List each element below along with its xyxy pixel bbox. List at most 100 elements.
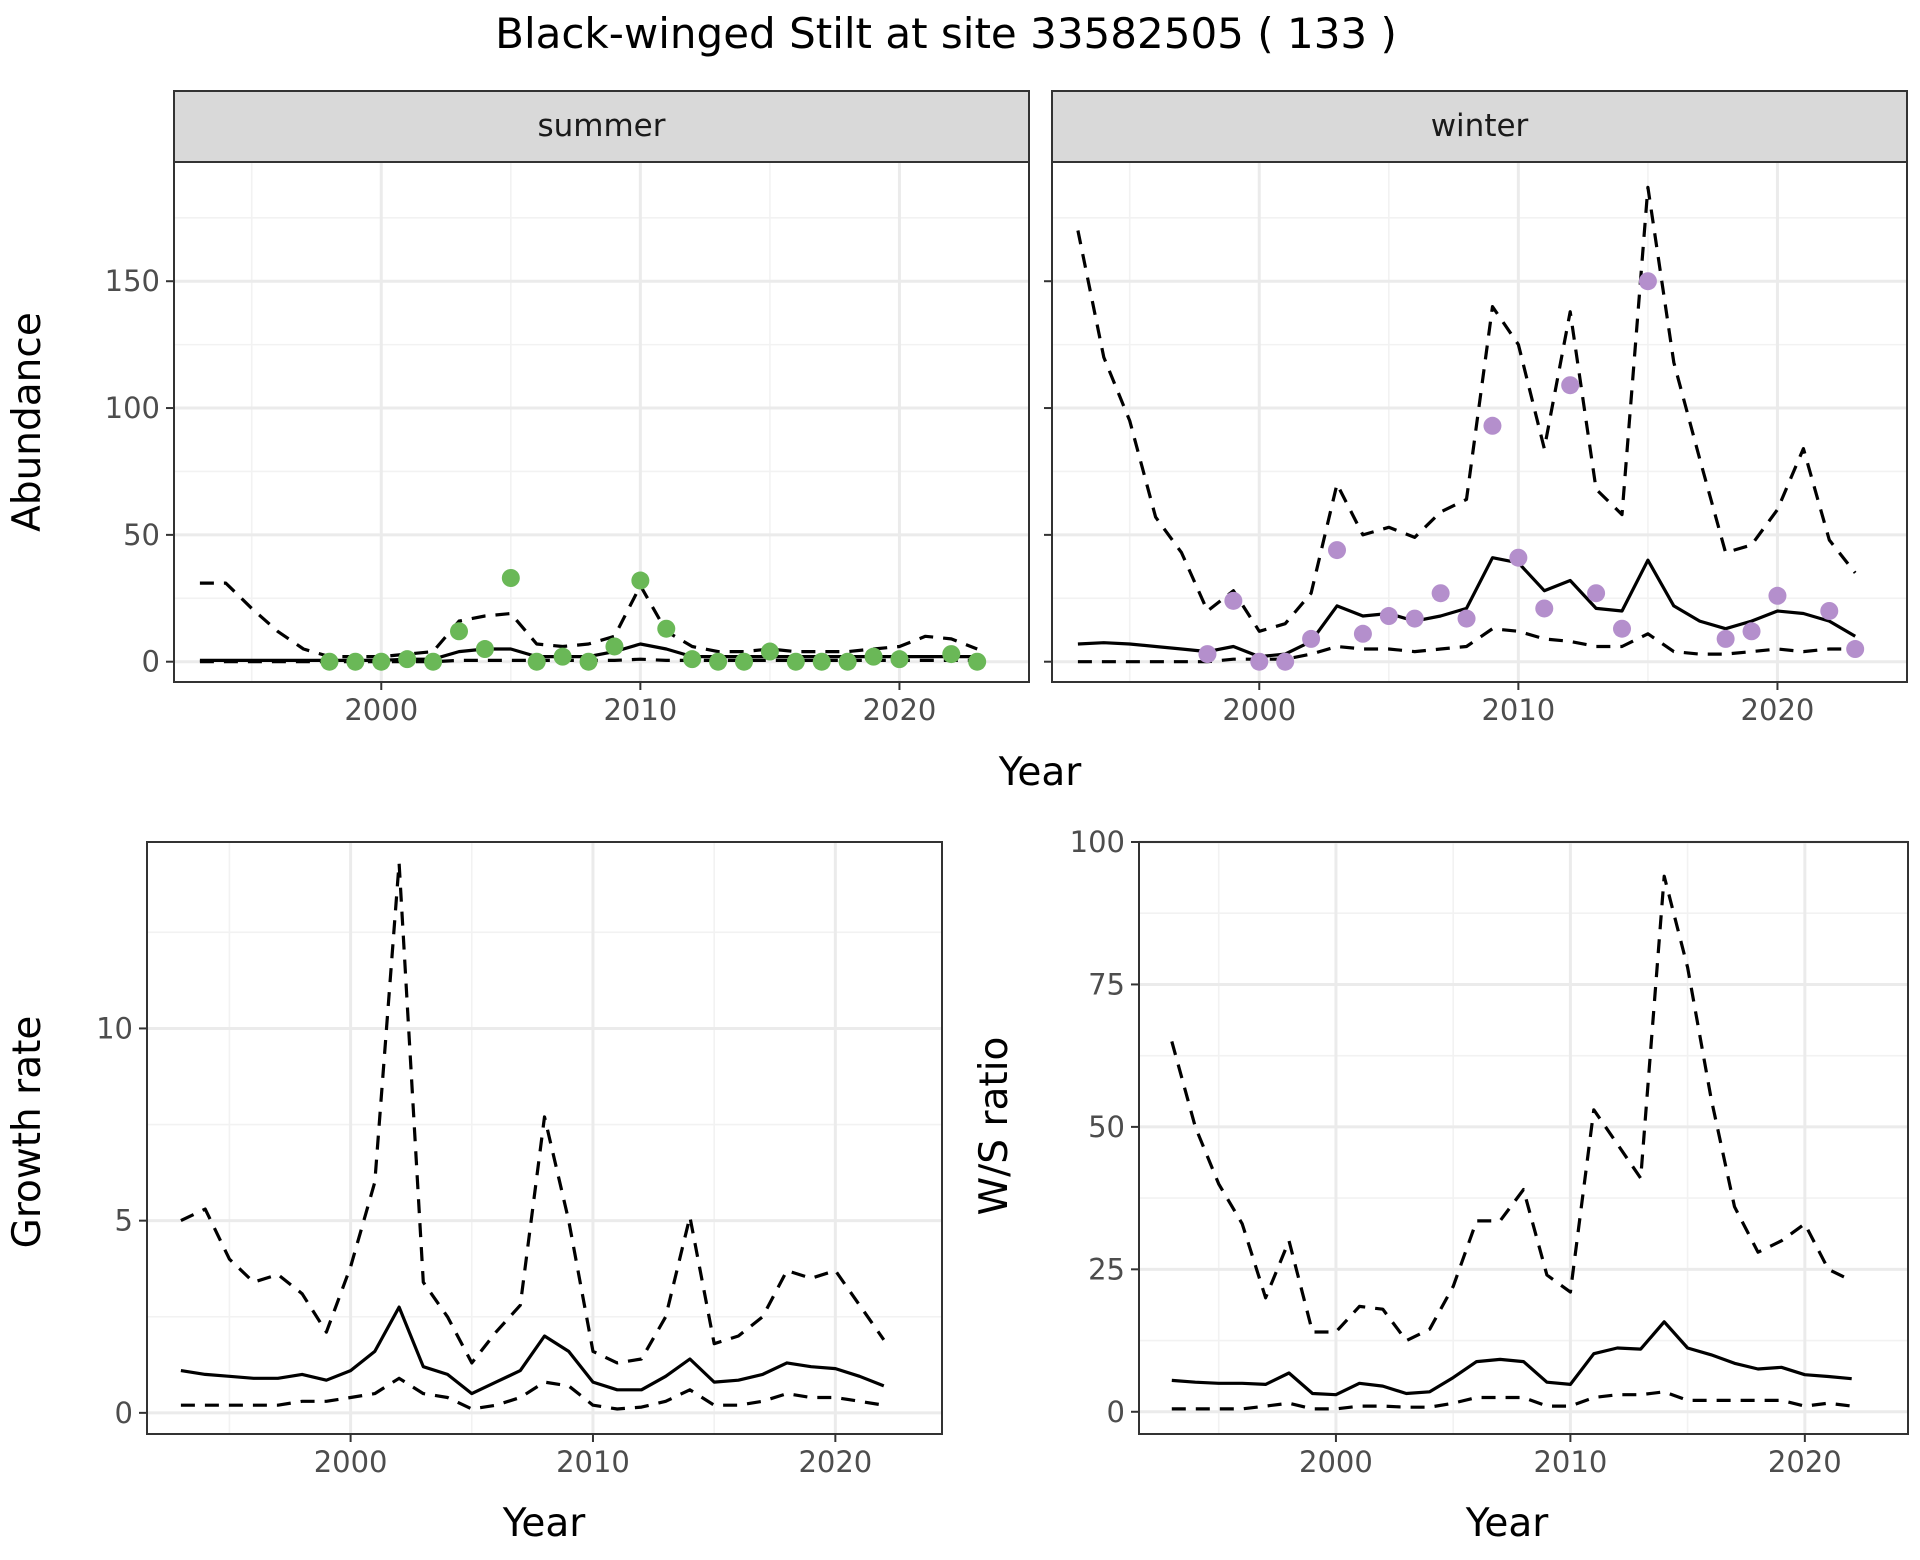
y-axis-title-abundance: Abundance (5, 312, 50, 532)
data-point-winter (1405, 609, 1424, 628)
panel-ws-ratio: 2000 2010 2020 0 25 50 75 100 W/S ratio Year (972, 825, 1909, 1546)
panel-border (1051, 161, 1908, 683)
y-tick-label: 100 (1070, 825, 1125, 859)
x-tick-label: 2010 (1481, 693, 1555, 727)
plot-area-winter: 2000 2010 2020 (1044, 161, 1908, 727)
y-tick-label: 0 (142, 645, 160, 679)
facet-strip-winter (1051, 90, 1908, 163)
data-point-winter (1613, 619, 1631, 638)
panel-growth-rate: 2000 2010 2020 0 5 10 Growth rate Year (5, 841, 943, 1546)
panel-abundance-summer: summer 2000 2010 2020 0 50 100 150 (105, 90, 1030, 727)
panel-background (174, 162, 1029, 682)
data-point-winter (1638, 272, 1657, 291)
data-point-summer (760, 642, 779, 661)
data-point-summer (812, 652, 831, 671)
series-line-upper-bound (180, 861, 886, 1365)
data-point-winter (1276, 652, 1295, 671)
y-axis-title-growth-rate: Growth rate (5, 1016, 50, 1249)
y-tick-label: 75 (1088, 967, 1125, 1001)
data-point-winter (1250, 652, 1269, 671)
data-point-summer (709, 652, 728, 671)
plot-area-growth-rate: 2000 2010 2020 0 5 10 (96, 841, 943, 1479)
x-axis-title-growth-rate: Year (502, 1501, 587, 1546)
panel-border (1138, 841, 1909, 1435)
data-point-winter (1379, 607, 1398, 626)
y-tick-label: 100 (105, 391, 160, 425)
series-line-estimate (180, 1305, 885, 1396)
x-tick-label: 2000 (1299, 1445, 1373, 1479)
x-tick-label: 2020 (1768, 1445, 1842, 1479)
series-line-upper-bound (1170, 874, 1853, 1343)
panel-border (173, 161, 1030, 683)
data-point-summer (786, 652, 805, 671)
facet-label-winter: winter (1431, 108, 1529, 144)
panel-background (1139, 842, 1908, 1434)
plot-area-summer: 2000 2010 2020 0 50 100 150 (105, 161, 1030, 727)
series-line-upper-bound (1076, 185, 1857, 633)
plot-area-ws-ratio: 2000 2010 2020 0 25 50 75 100 (1070, 825, 1909, 1479)
data-point-summer (735, 652, 753, 671)
x-tick-label: 2020 (863, 693, 937, 727)
y-axis-title-ws-ratio: W/S ratio (972, 1037, 1017, 1216)
data-point-winter (1483, 416, 1502, 435)
data-point-summer (475, 640, 494, 659)
data-point-winter (1561, 376, 1580, 395)
data-point-winter (1535, 599, 1554, 618)
y-tick-label: 150 (105, 264, 160, 298)
y-tick-label: 0 (1107, 1395, 1125, 1429)
panel-background (147, 842, 942, 1434)
data-point-summer (838, 652, 857, 671)
series-line-estimate (1171, 1320, 1852, 1397)
panel-background (1052, 162, 1907, 682)
data-point-winter (1431, 584, 1450, 603)
x-tick-label: 2000 (314, 1445, 388, 1479)
data-point-summer (890, 650, 909, 669)
data-point-winter (1198, 645, 1217, 664)
data-point-winter (1768, 586, 1787, 605)
data-point-summer (527, 652, 546, 671)
x-tick-label: 2000 (1222, 693, 1296, 727)
chart-title: Black-winged Stilt at site 33582505 ( 13… (495, 9, 1397, 58)
data-point-summer (683, 650, 702, 669)
x-axis-title-ws-ratio: Year (1465, 1501, 1550, 1546)
data-point-summer (346, 652, 365, 671)
facet-strip-summer (173, 90, 1030, 163)
data-point-winter (1302, 629, 1321, 648)
y-tick-label: 0 (115, 1396, 133, 1430)
series-line-lower-bound (180, 1376, 885, 1411)
data-point-summer (579, 652, 598, 671)
data-point-winter (1716, 629, 1735, 648)
panel-abundance-winter: winter 2000 2010 2020 (1044, 90, 1908, 727)
facet-label-summer: summer (537, 108, 665, 144)
data-point-summer (424, 652, 443, 671)
y-tick-label: 50 (123, 518, 160, 552)
series-line-lower-bound (1171, 1390, 1852, 1411)
data-point-winter (1587, 584, 1606, 603)
data-point-summer (864, 647, 883, 666)
data-point-winter (1328, 541, 1346, 560)
y-tick-label: 25 (1088, 1252, 1125, 1286)
data-point-winter (1820, 601, 1839, 620)
y-tick-label: 50 (1088, 1110, 1125, 1144)
data-point-winter (1224, 591, 1243, 610)
y-tick-label: 5 (115, 1204, 133, 1238)
data-point-winter (1457, 609, 1476, 628)
x-axis-title-top: Year (998, 750, 1083, 795)
data-point-summer (372, 652, 391, 671)
x-tick-label: 2000 (344, 693, 418, 727)
data-point-summer (942, 645, 961, 664)
x-tick-label: 2020 (1741, 693, 1815, 727)
data-point-summer (553, 647, 572, 666)
data-point-winter (1509, 548, 1528, 567)
x-tick-label: 2010 (1533, 1445, 1607, 1479)
x-tick-label: 2010 (603, 693, 677, 727)
data-point-summer (320, 652, 339, 671)
data-point-winter (1353, 624, 1372, 643)
data-point-winter (1846, 640, 1865, 659)
panel-border (146, 841, 943, 1435)
y-tick-label: 10 (96, 1011, 133, 1045)
data-point-summer (501, 569, 520, 587)
data-point-summer (398, 650, 417, 669)
data-point-summer (450, 622, 468, 641)
